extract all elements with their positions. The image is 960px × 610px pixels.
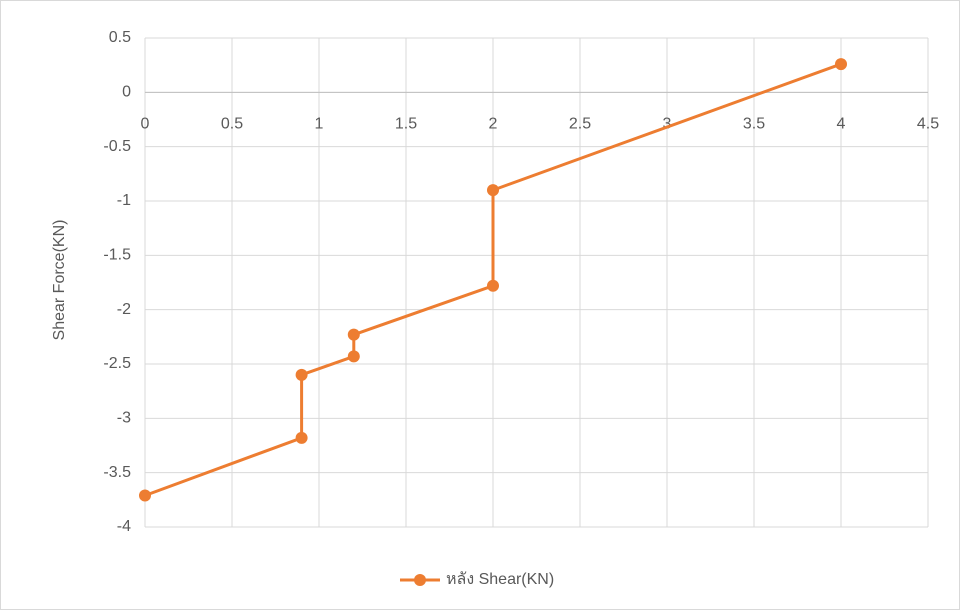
y-tick-label: -1.5 (103, 247, 131, 264)
legend-marker (414, 574, 426, 586)
y-tick-label: -3 (117, 410, 131, 427)
x-tick-label: 0 (141, 116, 150, 133)
data-point (835, 58, 847, 71)
data-point (295, 368, 308, 381)
y-tick-label: -0.5 (103, 138, 131, 155)
x-tick-label: 4.5 (917, 116, 939, 133)
y-tick-label: -3.5 (103, 464, 131, 481)
x-tick-label: 2.5 (569, 116, 591, 133)
data-point (139, 489, 151, 502)
data-point (487, 279, 499, 292)
x-tick-label: 3.5 (743, 116, 765, 133)
series-line (144, 62, 842, 497)
x-tick-label: 4 (837, 116, 846, 133)
y-tick-label: -2 (117, 301, 131, 318)
y-tick-label: -4 (117, 518, 131, 535)
data-point (347, 328, 360, 341)
x-tick-label: 3 (663, 116, 672, 133)
data-point (347, 350, 360, 363)
x-tick-label: 2 (489, 116, 498, 133)
x-tick-label: 1.5 (395, 116, 417, 133)
x-tick-label: 0.5 (221, 116, 243, 133)
y-tick-label: -2.5 (103, 355, 131, 372)
y-tick-label: -1 (117, 192, 131, 209)
y-axis-title: Shear Force(KN) (51, 220, 68, 341)
y-tick-label: 0 (122, 84, 131, 101)
data-point (487, 184, 499, 197)
x-tick-label: 1 (315, 116, 324, 133)
data-point (295, 431, 308, 444)
y-tick-label: 0.5 (109, 29, 131, 46)
legend-label: หลัง Shear(KN) (446, 571, 554, 588)
